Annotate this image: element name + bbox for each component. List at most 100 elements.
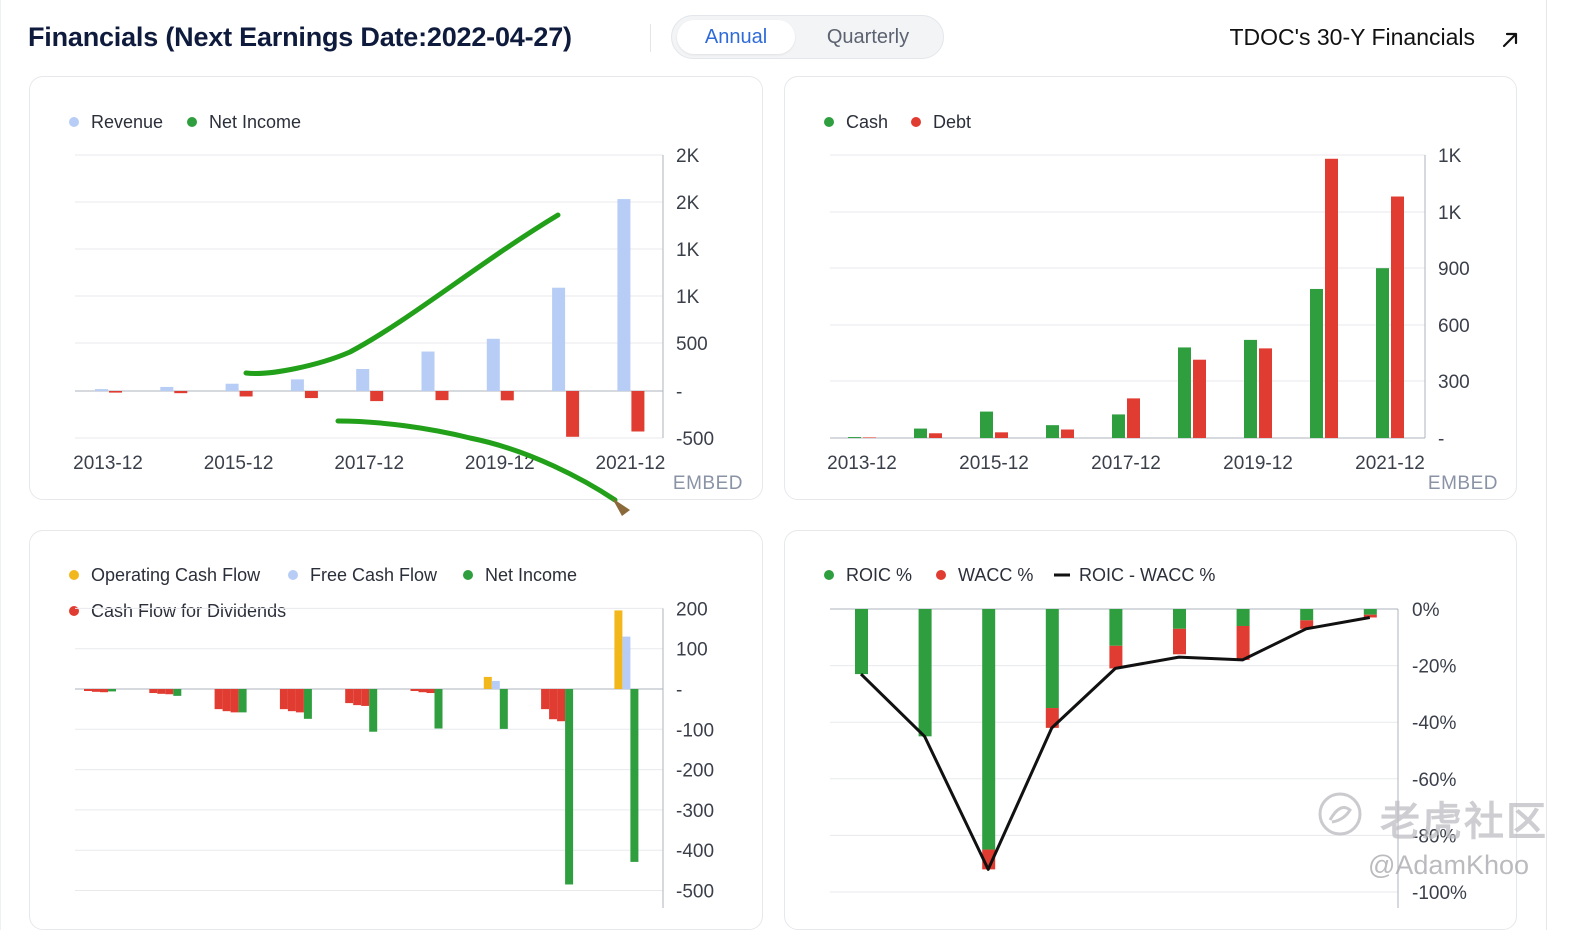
y-tick-label: -500 [676,882,714,903]
net-incomebar [630,689,639,862]
x-tick-label: 2021-12 [1355,453,1425,474]
legend-operating-cash-flow: Operating Cash Flow [91,565,261,585]
annual-toggle-button[interactable]: Annual [677,20,795,54]
debt-bar [1391,196,1404,438]
net-income-bar [631,391,645,432]
operating-cash-flowbar [92,689,100,692]
page-title: Financials (Next Earnings Date:2022-04-2… [28,22,572,52]
watermark-handle: @AdamKhoo [1368,850,1529,880]
cash-flow-for-dividendsbar [214,689,223,710]
operating-cash-flowbar [222,689,231,712]
net-income-bar [370,391,384,402]
y-tick-label: 2K [676,146,700,167]
y-tick-label: - [676,382,682,403]
y-tick-label: 600 [1438,316,1470,337]
legend-revenue-marker [69,117,79,127]
legend-net-income-marker [463,570,473,580]
debt-bar [1061,429,1074,438]
financials-header: Financials (Next Earnings Date:2022-04-2… [0,0,1545,78]
x-tick-label: 2017-12 [334,453,404,474]
roic-wacc-panel [784,530,1517,930]
cash-bar [1178,347,1191,438]
cash-bar [1376,268,1389,438]
cash-bar [980,411,993,438]
y-tick-label: -300 [676,801,714,822]
arrow-up-right-icon[interactable] [1498,28,1522,52]
roic-minus-wacc-line [859,616,1371,871]
y-tick-label: -60% [1412,770,1456,791]
roic-bar [1236,609,1250,626]
period-toggle[interactable]: Annual Quarterly [671,15,944,59]
y-tick-label: -40% [1412,713,1456,734]
y-tick-label: 900 [1438,259,1470,280]
revenue-bar [617,199,631,391]
net-income-bar [435,391,449,401]
debt-bar [929,433,942,438]
cash-bar [1310,288,1323,438]
x-tick-label: 2013-12 [827,453,897,474]
cash-bar [848,437,861,438]
roic-bar [1109,609,1123,646]
x-tick-label: 2015-12 [959,453,1029,474]
legend-cash: Cash [846,112,888,132]
legend-roic-marker [824,570,834,580]
y-tick-label: 2K [676,193,700,214]
y-tick-label: - [1438,429,1444,450]
debt-bar [1193,359,1206,438]
y-tick-label: -100 [676,720,714,741]
cash-flow-panel [29,530,763,930]
embed-link: EMBED [1428,473,1498,494]
cash-flow-for-dividendsbar [345,689,354,704]
y-tick-label: 500 [676,334,708,355]
x-tick-label: 2015-12 [204,453,274,474]
y-tick-label: 0% [1412,600,1440,621]
legend-wacc-marker [936,570,946,580]
free-cash-flowbar [557,689,566,722]
net-incomebar [108,689,116,692]
operating-cash-flowbar [549,689,558,720]
legend-roic-minus-wacc: ROIC - WACC % [1079,565,1215,585]
y-tick-label: 1K [1438,146,1462,167]
y-tick-label: -500 [676,429,714,450]
revenue-bar [160,386,174,391]
revenue-bar [421,351,435,391]
annotation-uptrend [243,212,561,376]
free-cash-flowbar [100,689,108,693]
tdoc-30y-financials-link[interactable]: TDOC's 30-Y Financials [1229,24,1475,50]
tiger-community-logo-icon [1318,792,1362,836]
roic-bar [982,609,996,850]
wacc-bar [1363,614,1377,618]
y-tick-label: 1K [676,287,700,308]
y-tick-label: 1K [1438,203,1462,224]
legend-cash-flow-dividends-marker [69,606,79,616]
debt-bar [863,437,876,438]
free-cash-flowbar [230,689,239,713]
annotation-downtrend [335,418,618,503]
y-tick-label: -80% [1412,826,1456,847]
wacc-bar [1300,620,1314,629]
revenue-bar [486,338,500,391]
roic-bar [918,609,932,737]
net-incomebar [434,689,443,729]
free-cash-flowbar [622,636,631,689]
legend-net-income: Net Income [485,565,577,585]
net-income-bar [304,391,318,399]
net-incomebar [369,689,378,732]
legend-net-income-marker [187,117,197,127]
cash-flow-for-dividendsbar [410,689,419,692]
y-tick-label: -400 [676,841,714,862]
x-tick-label: 2019-12 [465,453,535,474]
operating-cash-flowbar [418,689,427,693]
net-income-bar [174,391,188,394]
operating-cash-flowbar [287,689,296,712]
revenue-bar [290,379,304,391]
x-tick-label: 2021-12 [596,453,666,474]
header-divider [650,24,651,52]
quarterly-toggle-button[interactable]: Quarterly [826,26,910,48]
operating-cash-flowbar [483,676,492,689]
legend-roic: ROIC % [846,565,912,585]
legend-debt: Debt [933,112,971,132]
legend-free-cash-flow: Free Cash Flow [310,565,438,585]
revenue-bar [552,287,566,391]
